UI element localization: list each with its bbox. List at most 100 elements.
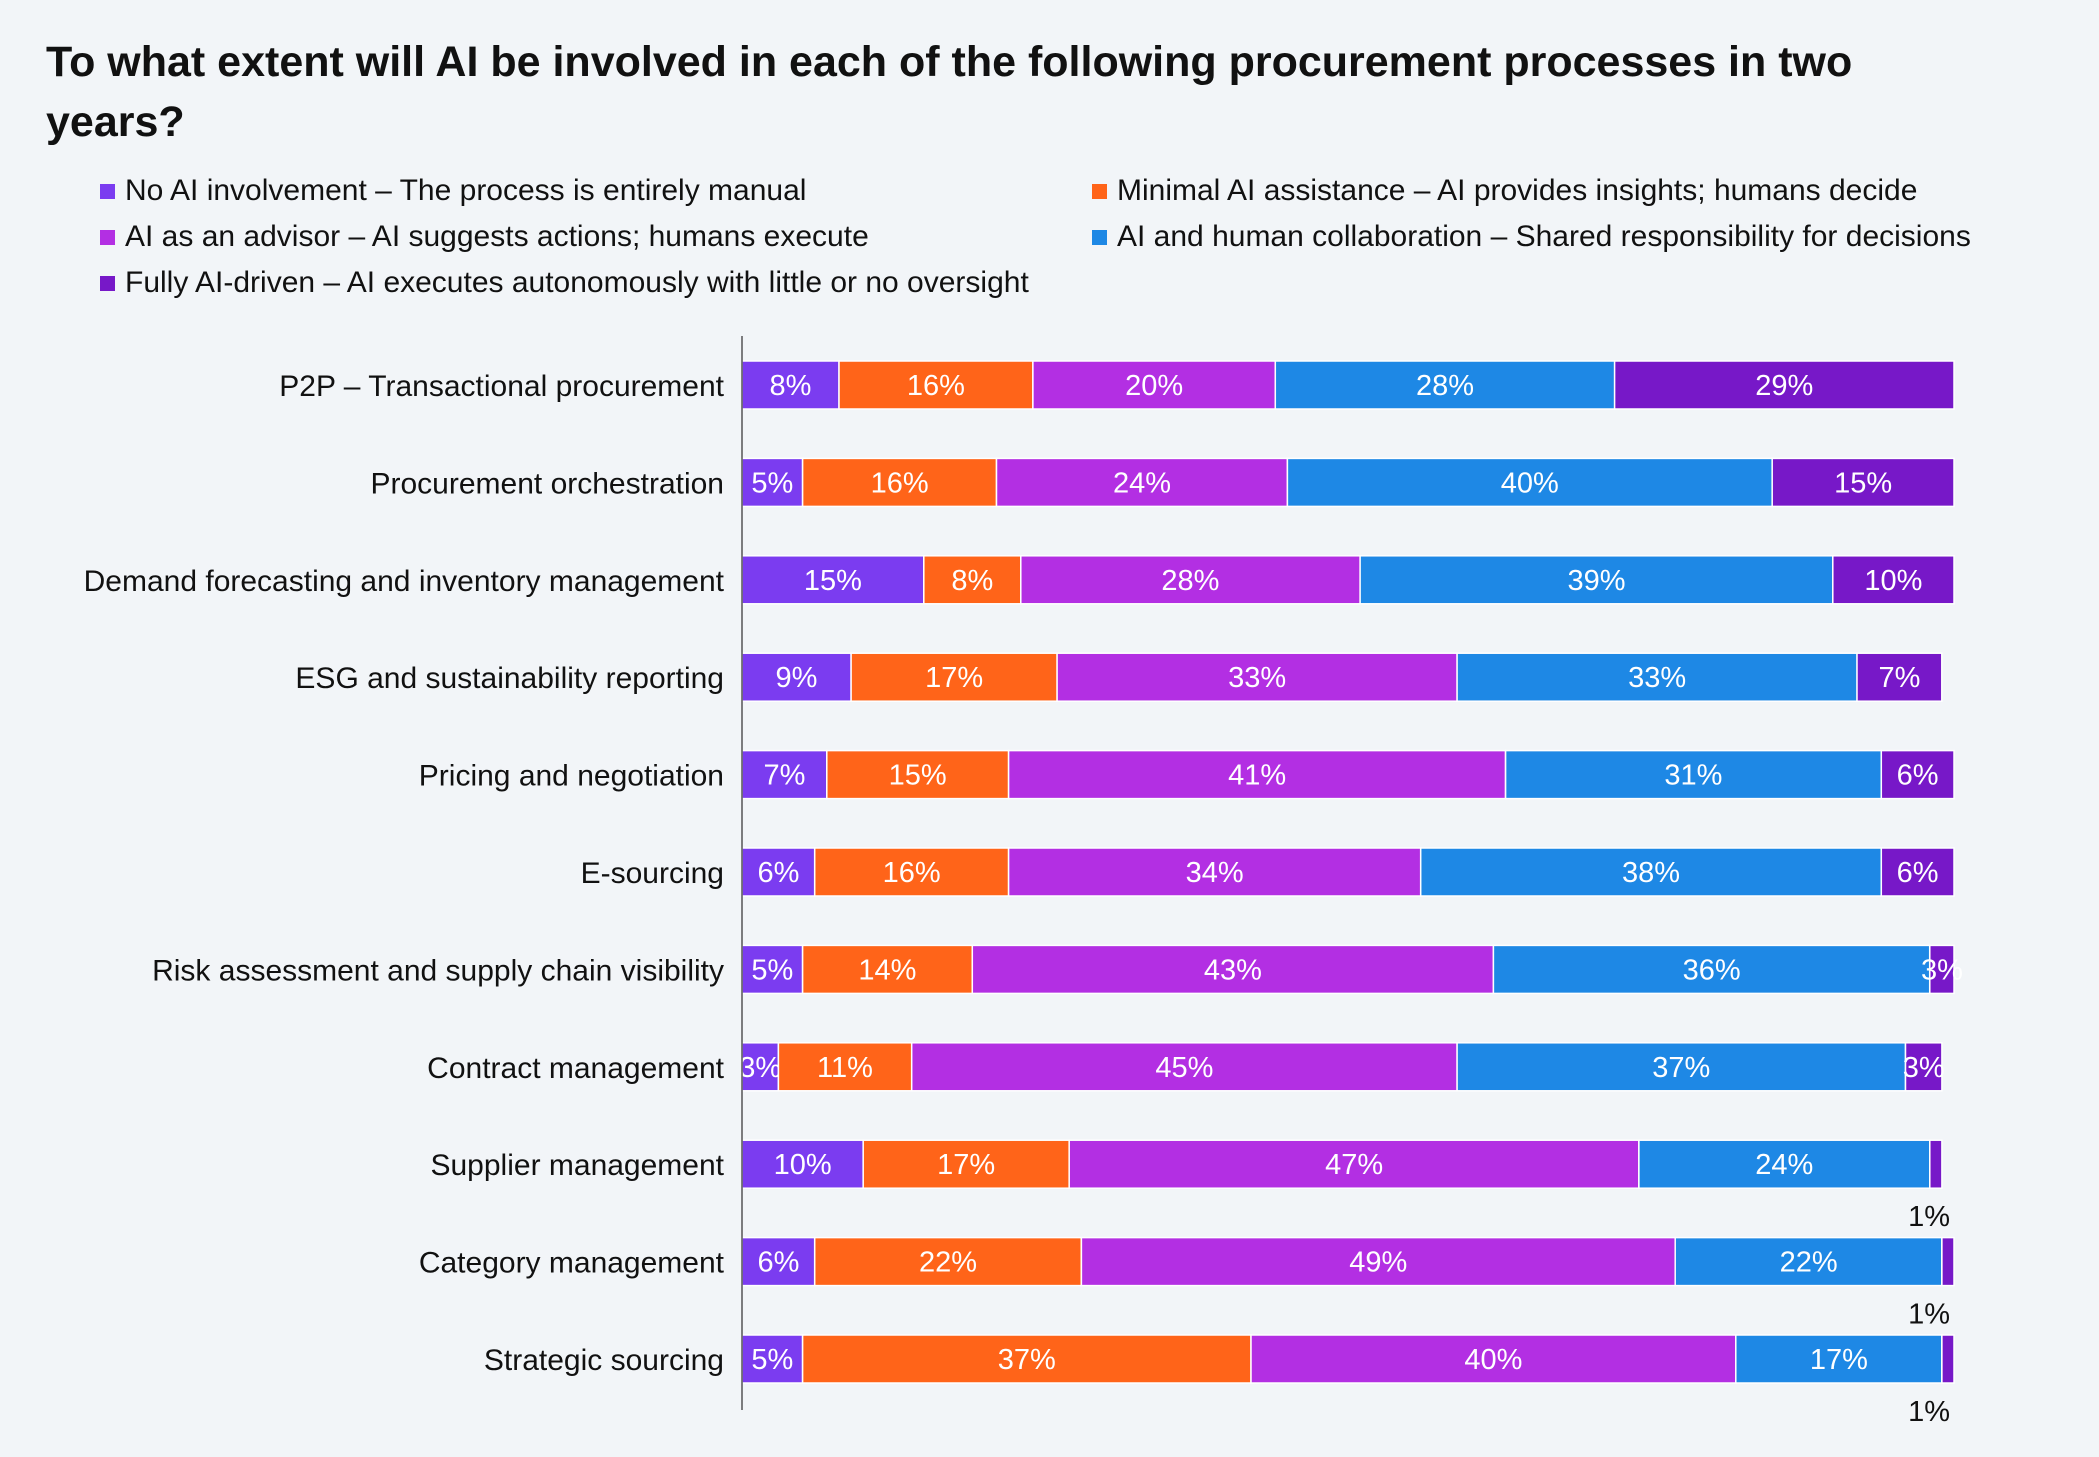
data-label: 3%	[1903, 1052, 1945, 1084]
bar-segment	[862, 1139, 1070, 1189]
bar-segment	[813, 847, 1010, 897]
bar-segment	[1007, 749, 1507, 800]
data-label: 43%	[1204, 954, 1262, 986]
bar-segment	[1941, 1236, 1955, 1287]
data-label: 3%	[739, 1052, 781, 1084]
data-label: 10%	[774, 1149, 832, 1181]
legend-swatch	[1092, 183, 1107, 199]
category-label: Supplier management	[430, 1149, 724, 1182]
data-label: 22%	[919, 1247, 977, 1279]
data-label: 7%	[1879, 662, 1921, 694]
bar-segment	[1904, 1042, 1943, 1092]
data-label: 16%	[907, 370, 965, 402]
bar-segment	[1056, 652, 1458, 702]
bar-segment	[1638, 1139, 1931, 1189]
category-label: E-sourcing	[581, 857, 724, 890]
bar-segment	[1613, 360, 1955, 410]
bar-segment	[1771, 457, 1955, 508]
bar-segment	[838, 360, 1034, 410]
legend-item: Minimal AI assistance – AI provides insi…	[1092, 174, 1917, 208]
bar-segment	[801, 944, 974, 995]
data-label: 11%	[817, 1052, 873, 1084]
data-label: 45%	[1155, 1052, 1213, 1084]
data-label: 5%	[751, 467, 793, 499]
legend-item: No AI involvement – The process is entir…	[100, 174, 806, 208]
data-label: 15%	[889, 760, 947, 792]
category-label: Category management	[419, 1247, 725, 1280]
data-label: 29%	[1755, 370, 1813, 402]
bar-segment	[777, 1042, 913, 1092]
legend-label: AI as an advisor – AI suggests actions; …	[125, 220, 869, 253]
category-label: ESG and sustainability reporting	[295, 662, 724, 695]
legend-swatch	[100, 229, 115, 245]
data-label: 16%	[883, 857, 941, 889]
bar-segment	[1286, 457, 1773, 508]
legend-item: AI as an advisor – AI suggests actions; …	[100, 220, 869, 254]
bar-segment	[1880, 749, 1955, 800]
data-label: 28%	[1416, 370, 1474, 402]
bar-segment	[1929, 1139, 1943, 1189]
bar-segment	[910, 1042, 1458, 1092]
data-label: 33%	[1628, 662, 1686, 694]
data-label: 36%	[1683, 954, 1741, 986]
bar-segment	[923, 555, 1022, 605]
legend-swatch	[1092, 229, 1107, 245]
data-label: 15%	[804, 565, 862, 597]
bar-segment	[801, 457, 998, 508]
bar-segment	[741, 555, 925, 605]
bar-segment	[850, 652, 1058, 702]
data-label: 15%	[1834, 467, 1892, 499]
chart-legend: No AI involvement – The process is entir…	[100, 174, 2090, 314]
data-label: 5%	[751, 954, 793, 986]
data-label: 34%	[1186, 857, 1244, 889]
data-label: 17%	[925, 662, 983, 694]
data-label: 37%	[1652, 1052, 1710, 1084]
bar-segment	[1832, 555, 1955, 605]
bar-segment	[1674, 1236, 1943, 1287]
data-label: 10%	[1864, 565, 1922, 597]
data-label: 40%	[1501, 467, 1559, 499]
data-label: 7%	[763, 760, 805, 792]
data-label: 24%	[1755, 1149, 1813, 1181]
data-label: 24%	[1113, 467, 1171, 499]
bar-segment	[741, 457, 804, 508]
legend-item: AI and human collaboration – Shared resp…	[1092, 220, 1971, 254]
data-label: 1%	[1908, 1201, 1950, 1233]
bar-segment	[741, 652, 852, 702]
data-label: 17%	[1810, 1344, 1868, 1376]
data-label: 31%	[1664, 760, 1722, 792]
data-label: 49%	[1349, 1247, 1407, 1279]
legend-item: Fully AI-driven – AI executes autonomous…	[100, 266, 1029, 300]
data-label: 3%	[1921, 954, 1963, 986]
legend-label: No AI involvement – The process is entir…	[125, 174, 807, 207]
data-label: 20%	[1125, 370, 1183, 402]
data-label: 1%	[1908, 1396, 1950, 1428]
bar-segment	[813, 1236, 1083, 1287]
category-label: P2P – Transactional procurement	[279, 370, 724, 403]
bar-segment	[1020, 555, 1361, 605]
bar-segment	[1007, 847, 1422, 897]
bar-segment	[1359, 555, 1834, 605]
data-label: 1%	[1908, 1299, 1950, 1331]
bar-segment	[1080, 1236, 1677, 1287]
bar-segment	[1856, 652, 1943, 702]
bar-segment	[1250, 1334, 1737, 1384]
category-label: Risk assessment and supply chain visibil…	[152, 954, 724, 987]
bar-segment	[741, 360, 840, 410]
data-label: 14%	[858, 954, 916, 986]
bar-segment	[801, 1334, 1252, 1384]
legend-label: Minimal AI assistance – AI provides insi…	[1117, 174, 1918, 207]
bar-segment	[1032, 360, 1277, 410]
bar-segment	[826, 749, 1010, 800]
category-label: Strategic sourcing	[484, 1344, 724, 1377]
legend-label: Fully AI-driven – AI executes autonomous…	[125, 266, 1029, 299]
data-label: 6%	[757, 1247, 799, 1279]
data-label: 6%	[1897, 857, 1939, 889]
bar-segment	[971, 944, 1495, 995]
bar-segment	[1492, 944, 1931, 995]
data-label: 8%	[951, 565, 993, 597]
data-label: 17%	[937, 1149, 995, 1181]
data-label: 6%	[1897, 760, 1939, 792]
data-label: 47%	[1325, 1149, 1383, 1181]
